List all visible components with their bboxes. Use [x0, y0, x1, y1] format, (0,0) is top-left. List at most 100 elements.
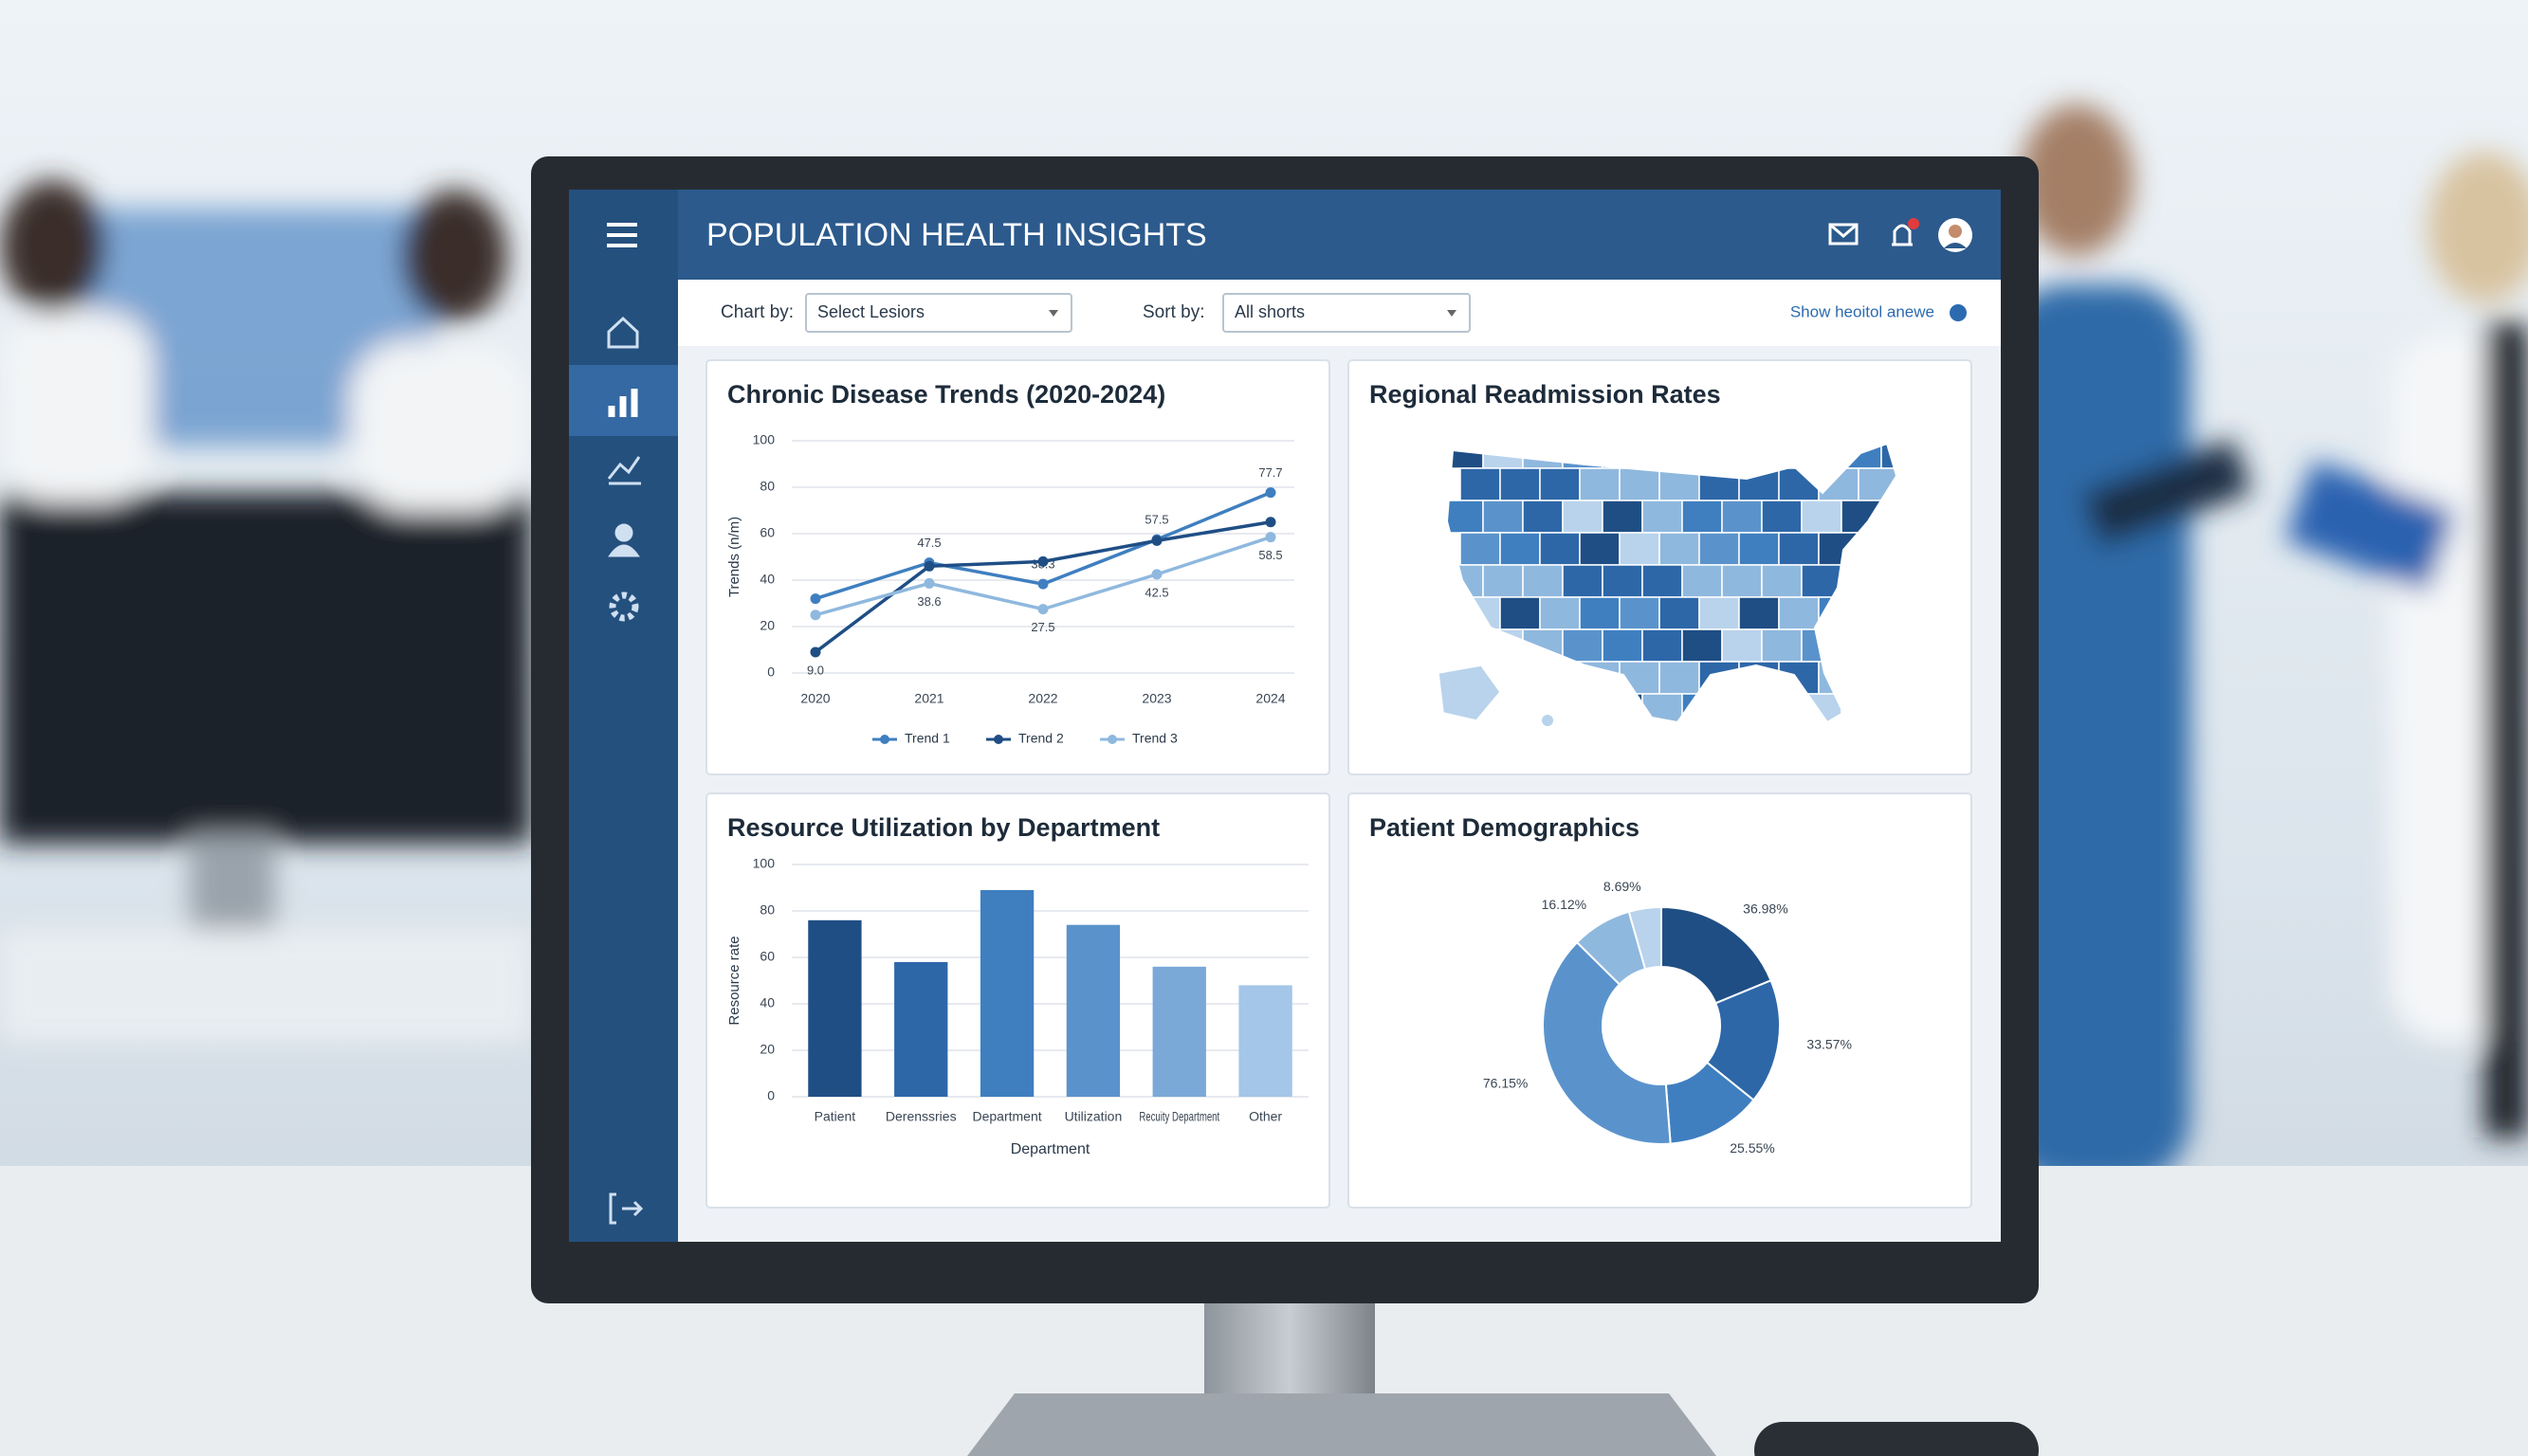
chart-by-value: Select Lesiors [817, 302, 925, 321]
nav-logout[interactable] [609, 1192, 644, 1225]
chart-title: Resource Utilization by Department [727, 813, 1160, 842]
map-region[interactable] [1761, 628, 1803, 663]
data-label: 42.5 [1145, 585, 1168, 599]
map-region[interactable] [1459, 467, 1501, 501]
map-region[interactable] [1459, 532, 1501, 566]
map-region[interactable] [1738, 532, 1780, 566]
map-region[interactable] [1579, 596, 1621, 630]
y-axis-label: Trends (n/m) [726, 517, 742, 597]
map-region[interactable] [1801, 500, 1842, 534]
map-region[interactable] [1721, 564, 1763, 598]
mail-icon[interactable] [1828, 223, 1859, 246]
map-region[interactable] [1721, 500, 1763, 534]
slice-label: 16.12% [1542, 897, 1586, 912]
map-region[interactable] [1499, 532, 1541, 566]
map-region[interactable] [1641, 564, 1683, 598]
menu-icon[interactable] [607, 223, 637, 247]
map-region[interactable] [1482, 500, 1524, 534]
x-tick-label: Other [1249, 1109, 1282, 1124]
y-tick-label: 100 [753, 856, 776, 871]
map-region[interactable] [1539, 596, 1581, 630]
sort-by-label: Sort by: [1143, 302, 1204, 322]
chart-by-select[interactable] [805, 293, 1072, 333]
map-region[interactable] [1778, 532, 1820, 566]
help-icon[interactable] [1950, 304, 1967, 321]
map-region[interactable] [1539, 532, 1581, 566]
point [1265, 532, 1276, 543]
map-region[interactable] [1681, 500, 1723, 534]
map-region[interactable] [1658, 596, 1700, 630]
map-region[interactable] [1641, 500, 1683, 534]
nav-settings[interactable] [609, 592, 639, 622]
x-axis-label: Department [1011, 1141, 1090, 1157]
chart-panel: Resource Utilization by Department 0 20 40 6… [705, 792, 1330, 1209]
chart-title: Regional Readmission Rates [1369, 380, 1721, 409]
map-region[interactable] [1619, 596, 1660, 630]
y-tick-label: 60 [760, 525, 775, 540]
nav-user-body [608, 544, 640, 557]
map-region[interactable] [1539, 467, 1581, 501]
map-region[interactable] [1562, 500, 1603, 534]
x-tick-label: 2022 [1028, 691, 1057, 706]
x-tick-label: 2020 [800, 691, 830, 706]
map-region[interactable] [1579, 467, 1621, 501]
map-region[interactable] [1522, 500, 1564, 534]
map-region[interactable] [1738, 596, 1780, 630]
data-label: 38.6 [917, 594, 941, 609]
map-region[interactable] [1579, 532, 1621, 566]
map-region[interactable] [1499, 467, 1541, 501]
nav-trends[interactable] [607, 456, 641, 485]
map-region[interactable] [1681, 628, 1723, 663]
map-region[interactable] [1562, 564, 1603, 598]
map-region[interactable] [1721, 628, 1763, 663]
point [1151, 569, 1163, 580]
map-region[interactable] [1602, 628, 1643, 663]
map-region[interactable] [1761, 564, 1803, 598]
person-head [2020, 104, 2134, 256]
chart-by-label: Chart by: [721, 302, 794, 322]
y-axis-label: Resource rate [726, 936, 742, 1025]
map-region[interactable] [1698, 532, 1740, 566]
y-tick-label: 0 [767, 1088, 775, 1103]
point [924, 577, 935, 589]
map-region[interactable] [1658, 661, 1700, 695]
map-region[interactable] [1482, 564, 1524, 598]
map-region[interactable] [1602, 500, 1643, 534]
map-region[interactable] [1619, 467, 1660, 501]
person-coat [351, 341, 531, 512]
slice-label: 76.15% [1483, 1076, 1528, 1091]
chart-panel: Chronic Disease Trends (2020-2024) 0 20 40 6… [705, 359, 1330, 775]
slice-label: 25.55% [1730, 1140, 1774, 1156]
map-region[interactable] [1641, 628, 1683, 663]
map-region[interactable] [1658, 532, 1700, 566]
person-head [403, 190, 507, 322]
map-region[interactable] [1499, 596, 1541, 630]
back-desk [0, 929, 531, 1043]
nav-user[interactable] [614, 523, 633, 542]
monitor-neck [1204, 1289, 1375, 1412]
x-tick-label: Derenssries [886, 1109, 957, 1124]
bar [894, 961, 948, 1097]
slice [1627, 905, 1662, 971]
bell-icon[interactable] [1892, 224, 1913, 246]
nav-home[interactable] [607, 316, 639, 349]
nav-charts[interactable] [608, 389, 638, 417]
help-link[interactable]: Show heoitol anewe [1790, 302, 1934, 320]
x-tick-label: Department [973, 1109, 1042, 1124]
map-region[interactable] [1522, 564, 1564, 598]
map-hawaii [1542, 715, 1553, 726]
point [810, 610, 821, 621]
map-region[interactable] [1761, 500, 1803, 534]
map-region[interactable] [1602, 564, 1643, 598]
y-tick-label: 20 [760, 618, 775, 633]
map-region[interactable] [1698, 596, 1740, 630]
bar [808, 919, 862, 1097]
y-tick-label: 80 [760, 902, 775, 918]
map-region[interactable] [1619, 532, 1660, 566]
map-region[interactable] [1681, 564, 1723, 598]
sort-by-select[interactable] [1222, 293, 1471, 333]
y-tick-label: 40 [760, 995, 775, 1010]
map-region[interactable] [1562, 628, 1603, 663]
slice-label: 36.98% [1743, 901, 1787, 917]
map-region[interactable] [1778, 596, 1820, 630]
